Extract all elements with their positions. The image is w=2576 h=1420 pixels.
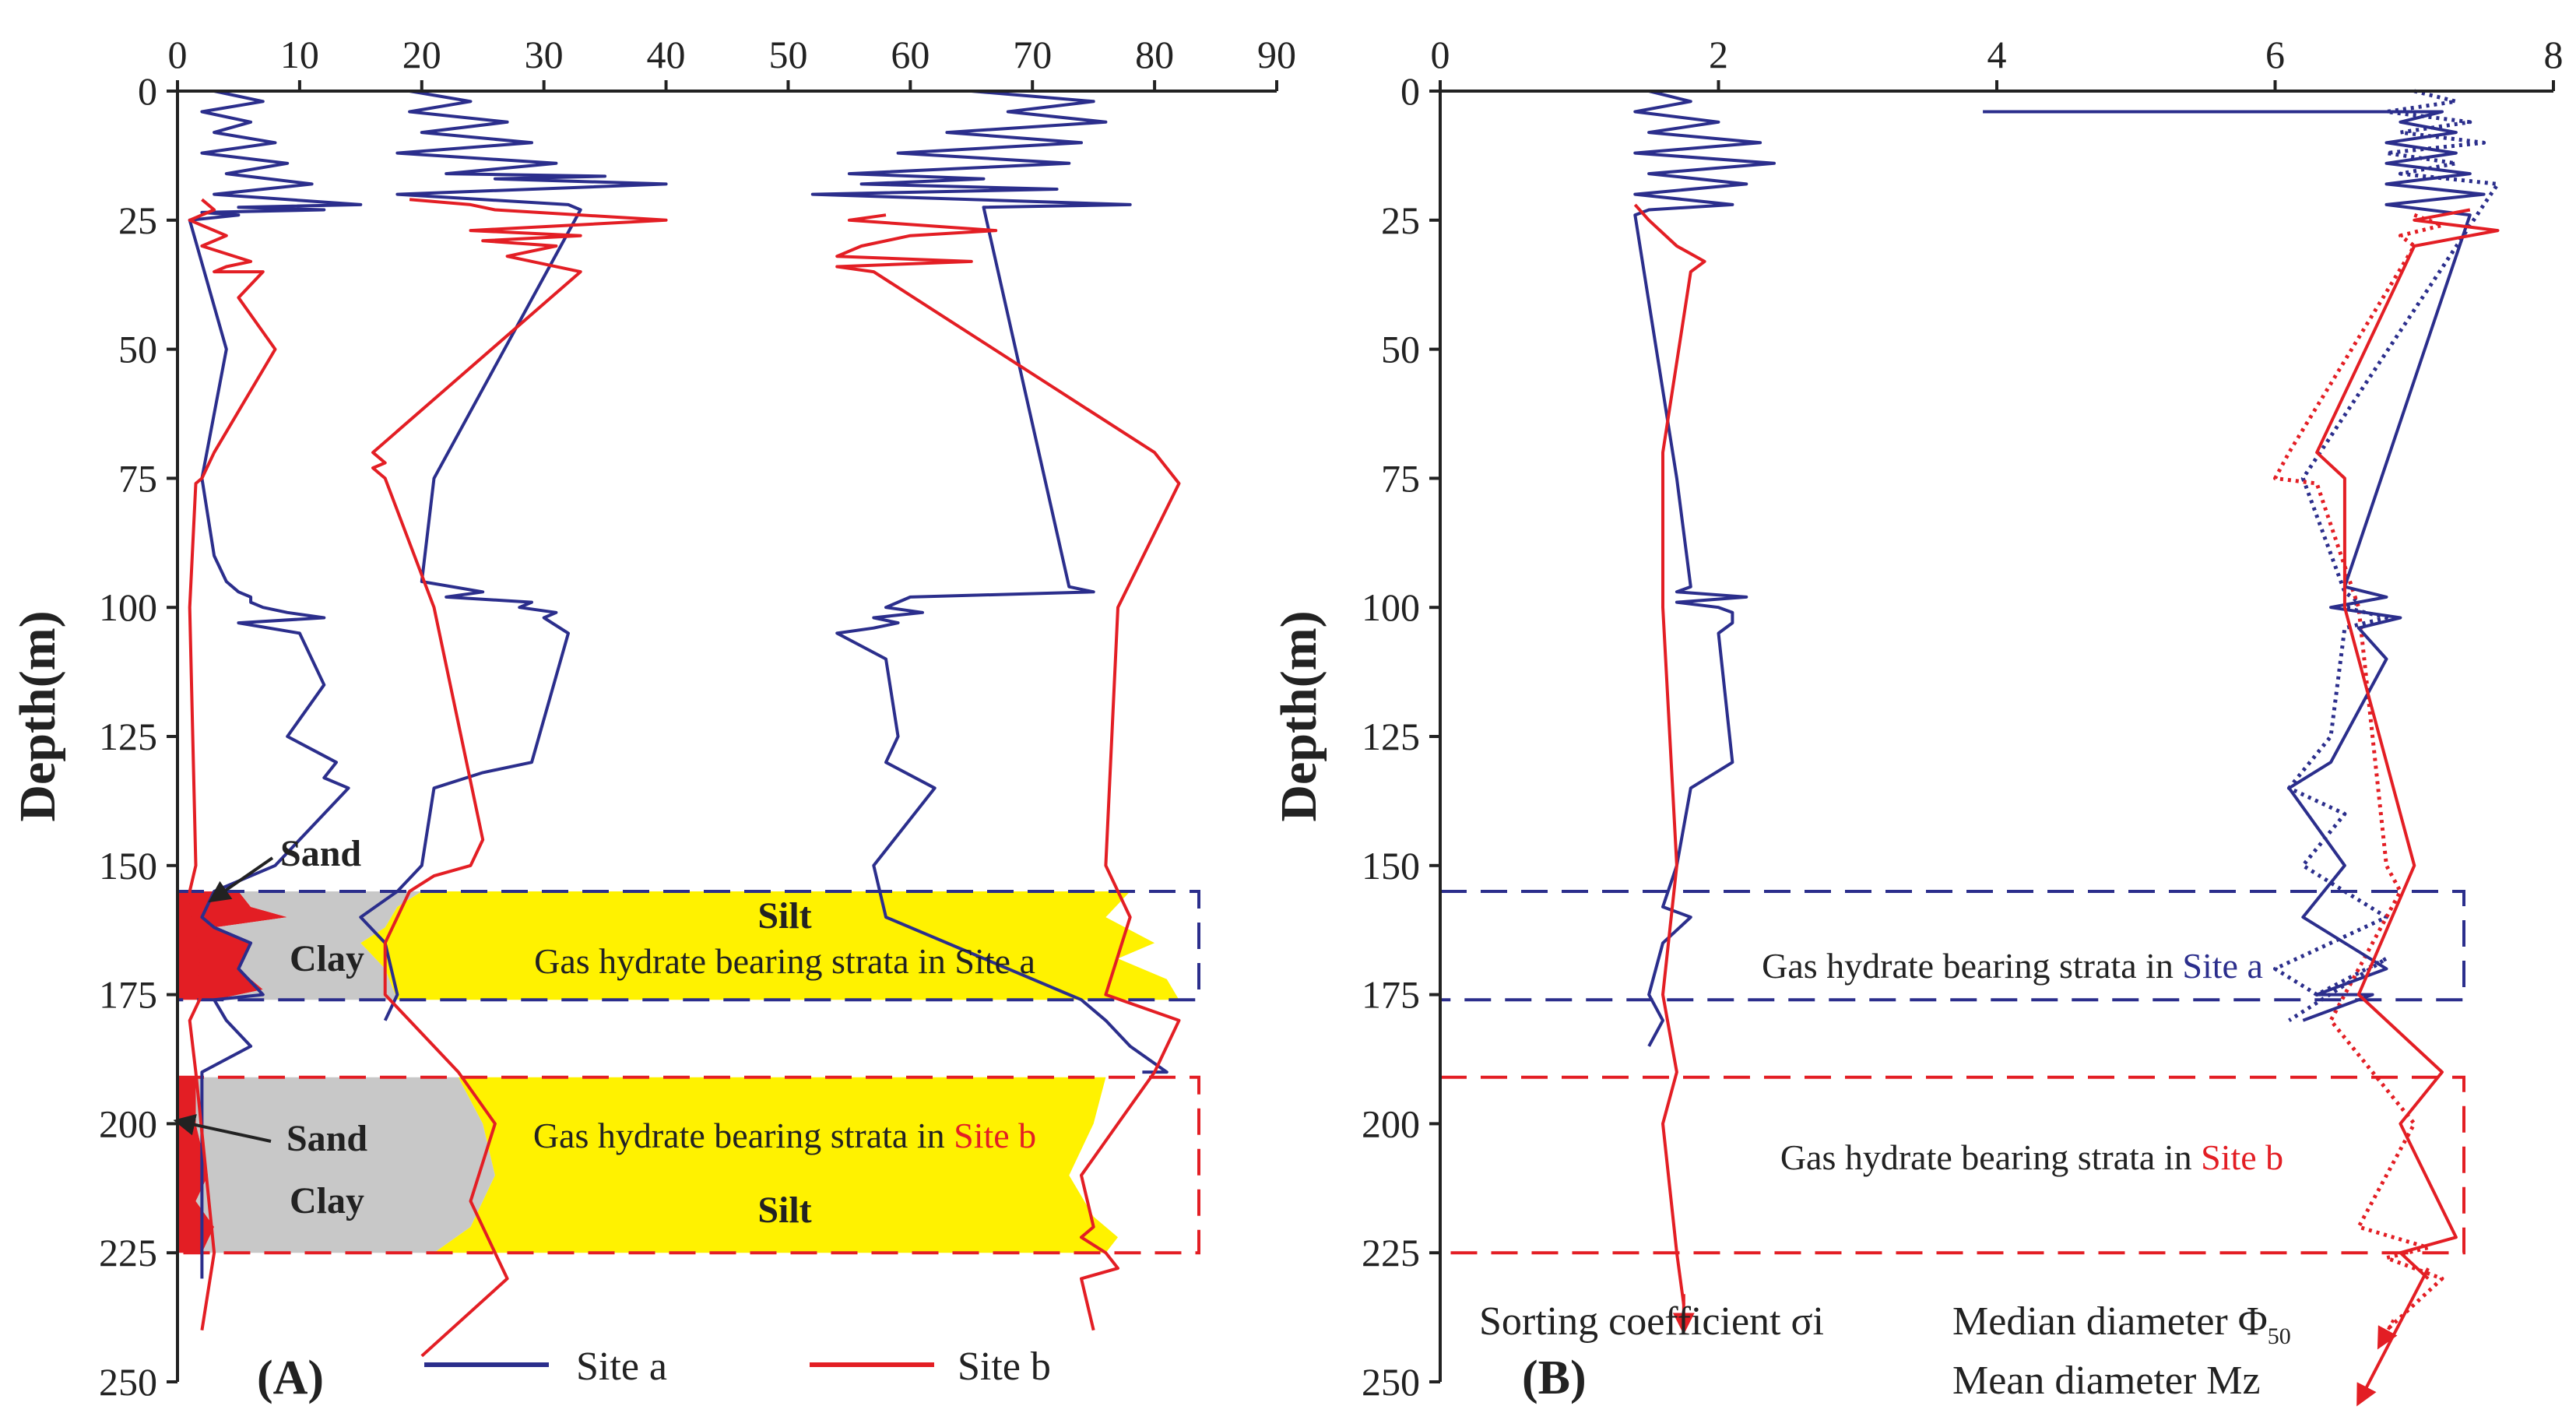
series-site-b-sand-boundary xyxy=(188,198,277,1331)
x-tick-label: 90 xyxy=(1257,33,1296,76)
strata-a-prefix: Gas hydrate bearing strata in xyxy=(1762,946,2182,986)
x-tick-label: 6 xyxy=(2265,33,2285,76)
series-site-a-silt-boundary xyxy=(810,90,1169,1074)
panel-a: 0 10 20 30 40 50 60 70 80 90 0 25 50 75 100 125 150 175 20… xyxy=(9,33,1296,1404)
series-mean-diameter-mz-site-b xyxy=(2315,208,2500,1280)
sand-arrow-site-a xyxy=(208,856,274,903)
panel-label-a: (A) xyxy=(257,1351,324,1404)
median-subscript: 50 xyxy=(2268,1323,2291,1349)
x-tick-label: 20 xyxy=(402,33,441,76)
y-tick-label: 50 xyxy=(118,328,157,371)
y-tick-label: 250 xyxy=(99,1360,157,1404)
y-tick-label: 0 xyxy=(138,69,157,113)
mean-arrow xyxy=(2356,1267,2430,1407)
x-tick-label: 80 xyxy=(1135,33,1174,76)
mean-diameter-label: Mean diameter Mz xyxy=(1952,1358,2261,1403)
y-tick-label: 25 xyxy=(118,199,157,242)
y-tick-label: 200 xyxy=(1362,1102,1420,1145)
x-tick-label: 60 xyxy=(891,33,930,76)
clay-fill-site-a xyxy=(214,891,422,1000)
strata-label-site-b: Gas hydrate bearing strata in Site b xyxy=(1780,1137,2283,1177)
axes: 0 10 20 30 40 50 60 70 80 90 0 25 50 75 100 125 150 175 20… xyxy=(99,33,1296,1404)
axes: 0 2 4 6 8 0 25 50 75 100 125 150 175 200 225 250 xyxy=(1362,33,2564,1404)
series-sorting-coefficient-i-site-b xyxy=(1633,203,1706,1305)
x-tick-label: 2 xyxy=(1709,33,1728,76)
panel-b: 0 2 4 6 8 0 25 50 75 100 125 150 175 200 225 250 Depth(… xyxy=(1270,33,2564,1407)
y-tick-label: 225 xyxy=(99,1231,157,1274)
series-site-a-clay-boundary xyxy=(359,90,668,1021)
y-axis-label: Depth(m) xyxy=(1270,610,1327,821)
median-diameter-label: Median diameter Φ50 xyxy=(1952,1299,2291,1349)
legend-label-site-a: Site a xyxy=(576,1344,667,1389)
y-tick-label: 200 xyxy=(99,1102,157,1145)
y-tick-label: 100 xyxy=(1362,585,1420,629)
series-site-b-clay-boundary xyxy=(371,198,668,1358)
y-tick-label: 175 xyxy=(1362,973,1420,1017)
strata-a-site: Site a xyxy=(2182,946,2262,986)
clay-label-site-a: Clay xyxy=(290,938,364,979)
x-tick-label: 70 xyxy=(1013,33,1052,76)
panel-label-b: (B) xyxy=(1522,1351,1587,1404)
sand-label-site-a: Sand xyxy=(280,833,361,874)
strata-label-site-b: Gas hydrate bearing strata in Site b xyxy=(533,1116,1036,1155)
strata-band-site-b xyxy=(176,1075,1200,1255)
y-tick-label: 125 xyxy=(1362,715,1420,758)
y-tick-label: 225 xyxy=(1362,1231,1420,1274)
facies-fills xyxy=(177,891,1179,1253)
series-median-diameter-50-site-a xyxy=(2273,89,2500,1022)
strata-label-site-a: Gas hydrate bearing strata in Site a xyxy=(534,941,1035,981)
series-site-b-silt-boundary xyxy=(835,213,1181,1331)
x-tick-label: 0 xyxy=(1431,33,1450,76)
y-tick-label: 25 xyxy=(1381,199,1420,242)
median-arrow xyxy=(2377,1319,2398,1350)
series-mean-diameter-mz-site-a xyxy=(1983,110,2486,1022)
silt-fill-site-a xyxy=(360,891,1179,1000)
x-tick-label: 50 xyxy=(768,33,807,76)
silt-fill-site-b xyxy=(434,1077,1118,1253)
silt-label-site-b: Silt xyxy=(757,1190,811,1231)
y-tick-label: 125 xyxy=(99,715,157,758)
y-tick-label: 250 xyxy=(1362,1360,1420,1404)
series-median-diameter-50-site-b xyxy=(2273,213,2444,1332)
x-tick-label: 4 xyxy=(1987,33,2007,76)
x-tick-label: 10 xyxy=(280,33,319,76)
silt-label-site-a: Silt xyxy=(757,895,811,937)
clay-label-site-b: Clay xyxy=(290,1180,364,1221)
y-tick-label: 75 xyxy=(118,456,157,500)
x-tick-label: 40 xyxy=(647,33,686,76)
series-lines xyxy=(188,90,1181,1358)
clay-fill-site-b xyxy=(195,1077,495,1253)
series-sorting-coefficient-i-site-a xyxy=(1633,90,1776,1047)
y-tick-label: 50 xyxy=(1381,328,1420,371)
y-tick-label: 150 xyxy=(99,844,157,888)
legend-label-site-b: Site b xyxy=(958,1344,1051,1389)
strata-label-site-a: Gas hydrate bearing strata in Site a xyxy=(1762,946,2263,986)
sorting-coefficient-label: Sorting coefficient σi xyxy=(1479,1299,1824,1344)
series-site-a-sand-boundary xyxy=(188,90,363,1279)
sand-label-site-b: Sand xyxy=(286,1118,367,1159)
strata-b-site: Site b xyxy=(2201,1137,2283,1177)
x-tick-label: 0 xyxy=(168,33,188,76)
y-tick-label: 75 xyxy=(1381,456,1420,500)
x-tick-label: 30 xyxy=(525,33,564,76)
x-tick-label: 8 xyxy=(2544,33,2564,76)
sand-arrow-site-b xyxy=(173,1114,272,1143)
median-text: Median diameter Φ xyxy=(1952,1299,2268,1344)
y-tick-label: 0 xyxy=(1400,69,1420,113)
series-lines xyxy=(1633,89,2500,1407)
strata-b-prefix: Gas hydrate bearing strata in xyxy=(533,1116,954,1155)
strata-b-site: Site b xyxy=(954,1116,1036,1155)
y-axis-label: Depth(m) xyxy=(9,610,66,821)
y-tick-label: 150 xyxy=(1362,844,1420,888)
y-tick-label: 175 xyxy=(99,973,157,1017)
y-tick-label: 100 xyxy=(99,585,157,629)
strata-b-prefix: Gas hydrate bearing strata in xyxy=(1780,1137,2201,1177)
